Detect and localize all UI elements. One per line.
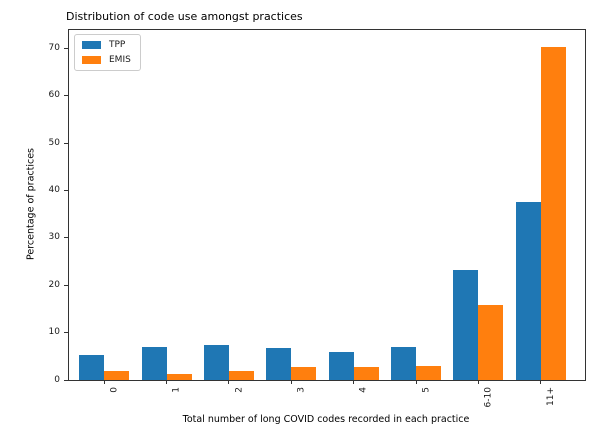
bar-emis-6-10 (478, 304, 504, 380)
x-axis-label: Total number of long COVID codes recorde… (182, 414, 470, 425)
x-tick-mark (477, 380, 479, 384)
x-tick-label: 3 (296, 387, 307, 393)
legend-label-emis: EMIS (109, 55, 131, 65)
bar-tpp-2 (203, 344, 229, 380)
y-tick-label: 20 (48, 279, 60, 290)
y-tick-label: 30 (48, 232, 60, 243)
bar-tpp-4 (328, 351, 354, 380)
bar-tpp-11+ (515, 202, 541, 380)
x-tick-label: 1 (172, 387, 183, 393)
x-tick-mark (353, 380, 355, 384)
bar-emis-2 (228, 370, 254, 380)
x-tick-mark (103, 380, 105, 384)
y-tick-mark (64, 379, 68, 381)
x-tick-mark (415, 380, 417, 384)
legend-item-emis: EMIS (82, 55, 131, 65)
x-tick-label: 11+ (546, 387, 557, 406)
bar-tpp-6-10 (453, 270, 479, 380)
y-tick-label: 10 (48, 327, 60, 338)
legend-item-tpp: TPP (82, 40, 131, 50)
bar-emis-11+ (540, 46, 566, 380)
y-tick-label: 0 (54, 374, 60, 385)
y-tick-label: 60 (48, 90, 60, 101)
x-tick-mark (166, 380, 168, 384)
bar-emis-0 (104, 370, 130, 380)
y-tick-mark (64, 332, 68, 334)
y-tick-label: 40 (48, 185, 60, 196)
y-tick-label: 70 (48, 42, 60, 53)
x-tick-mark (290, 380, 292, 384)
plot-area: TPP EMIS 0 10 20 30 40 50 60 70 0 1 2 3 4 5 6-10 11+ (49, 29, 586, 407)
bar-tpp-5 (391, 346, 416, 380)
bar-tpp-1 (141, 347, 167, 380)
x-tick-mark (228, 380, 230, 384)
chart-title: Distribution of code use amongst practic… (66, 10, 303, 23)
x-tick-label: 5 (421, 387, 432, 393)
x-tick-label: 0 (109, 387, 120, 393)
x-tick-label: 6-10 (483, 387, 494, 408)
bar-tpp-3 (266, 347, 292, 380)
x-tick-label: 2 (234, 387, 245, 393)
legend-label-tpp: TPP (109, 40, 126, 50)
x-tick-label: 4 (359, 387, 370, 393)
bar-emis-3 (291, 366, 317, 380)
y-tick-mark (64, 284, 68, 286)
legend: TPP EMIS (74, 34, 141, 71)
y-tick-mark (64, 237, 68, 239)
y-tick-mark (64, 190, 68, 192)
bar-emis-1 (166, 373, 192, 380)
bar-tpp-0 (79, 354, 105, 380)
x-tick-mark (540, 380, 542, 384)
emis-series-swatch (82, 56, 101, 64)
y-tick-mark (64, 142, 68, 144)
y-tick-mark (64, 95, 68, 97)
bar-emis-5 (416, 365, 441, 380)
y-tick-label: 50 (48, 137, 60, 148)
y-tick-mark (64, 47, 68, 49)
tpp-series-swatch (82, 41, 101, 49)
bar-emis-4 (353, 366, 379, 380)
